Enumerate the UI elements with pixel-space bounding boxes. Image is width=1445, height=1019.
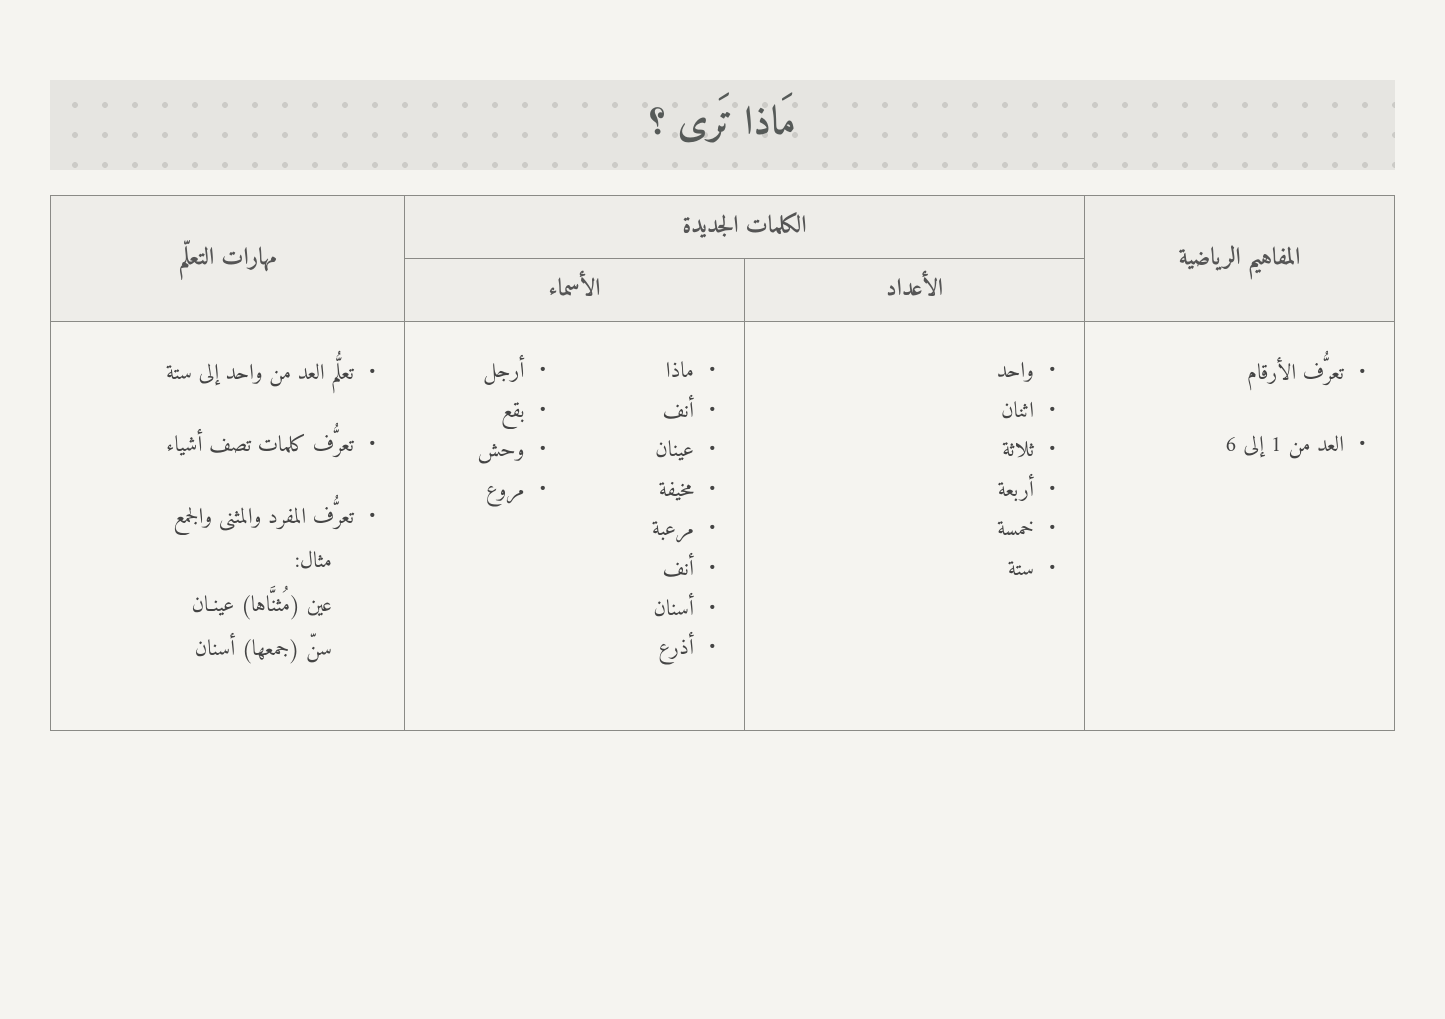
cell-skills: تعلُّم العد من واحد إلى ستة تعرُّف كلمات…	[51, 322, 405, 731]
list-item: مروع	[419, 471, 547, 511]
list-item: خمسة	[759, 510, 1056, 550]
header-numbers: الأعداد	[745, 259, 1085, 322]
header-nouns: الأسماء	[405, 259, 745, 322]
header-skills: مهارات التعلّم	[51, 196, 405, 322]
list-item: أنف	[589, 550, 717, 590]
list-item: تعرُّف الأرقام	[1099, 352, 1366, 396]
list-item: ستة	[759, 550, 1056, 590]
list-item: أربعة	[759, 471, 1056, 511]
cell-concepts: تعرُّف الأرقام العد من 1 إلى 6	[1085, 322, 1395, 731]
list-item: تعرُّف كلمات تصف أشياء	[65, 424, 376, 468]
list-item: ثلاثة	[759, 431, 1056, 471]
list-item: واحد	[759, 352, 1056, 392]
list-item: وحش	[419, 431, 547, 471]
cell-nouns-a: ماذا أنف عينان مخيفة مرعبة أنف أسنان أذر…	[575, 322, 745, 731]
list-item: اثنان	[759, 392, 1056, 432]
content-table: المفاهيم الرياضية الكلمات الجديدة مهارات…	[50, 195, 1395, 731]
list-item: أذرع	[589, 629, 717, 669]
list-item: مخيفة	[589, 471, 717, 511]
list-item: العد من 1 إلى 6	[1099, 424, 1366, 468]
cell-numbers: واحد اثنان ثلاثة أربعة خمسة ستة	[745, 322, 1085, 731]
header-concepts: المفاهيم الرياضية	[1085, 196, 1395, 322]
skill-sub: عين (مُثنَّاها) عينـان	[65, 584, 354, 628]
header-new-words: الكلمات الجديدة	[405, 196, 1085, 259]
skill-text: تعرُّف المفرد والمثنى والجمع	[174, 498, 354, 537]
list-item: أسنان	[589, 590, 717, 630]
page-title: مَاذا تَرى ؟	[649, 90, 795, 160]
title-banner: مَاذا تَرى ؟	[50, 80, 1395, 170]
list-item: تعلُّم العد من واحد إلى ستة	[65, 352, 376, 396]
cell-nouns-b: أرجل بقع وحش مروع	[405, 322, 575, 731]
list-item: أنف	[589, 392, 717, 432]
skill-sub: سنّ (جمعها) أسنان	[65, 628, 354, 672]
list-item: تعرُّف المفرد والمثنى والجمع مثال: عين (…	[65, 496, 376, 672]
list-item: مرعبة	[589, 510, 717, 550]
page-root: مَاذا تَرى ؟ المفاهيم الرياضية الكلمات ا…	[0, 0, 1445, 1019]
skill-sub: مثال:	[65, 540, 354, 584]
list-item: عينان	[589, 431, 717, 471]
list-item: بقع	[419, 392, 547, 432]
list-item: أرجل	[419, 352, 547, 392]
list-item: ماذا	[589, 352, 717, 392]
